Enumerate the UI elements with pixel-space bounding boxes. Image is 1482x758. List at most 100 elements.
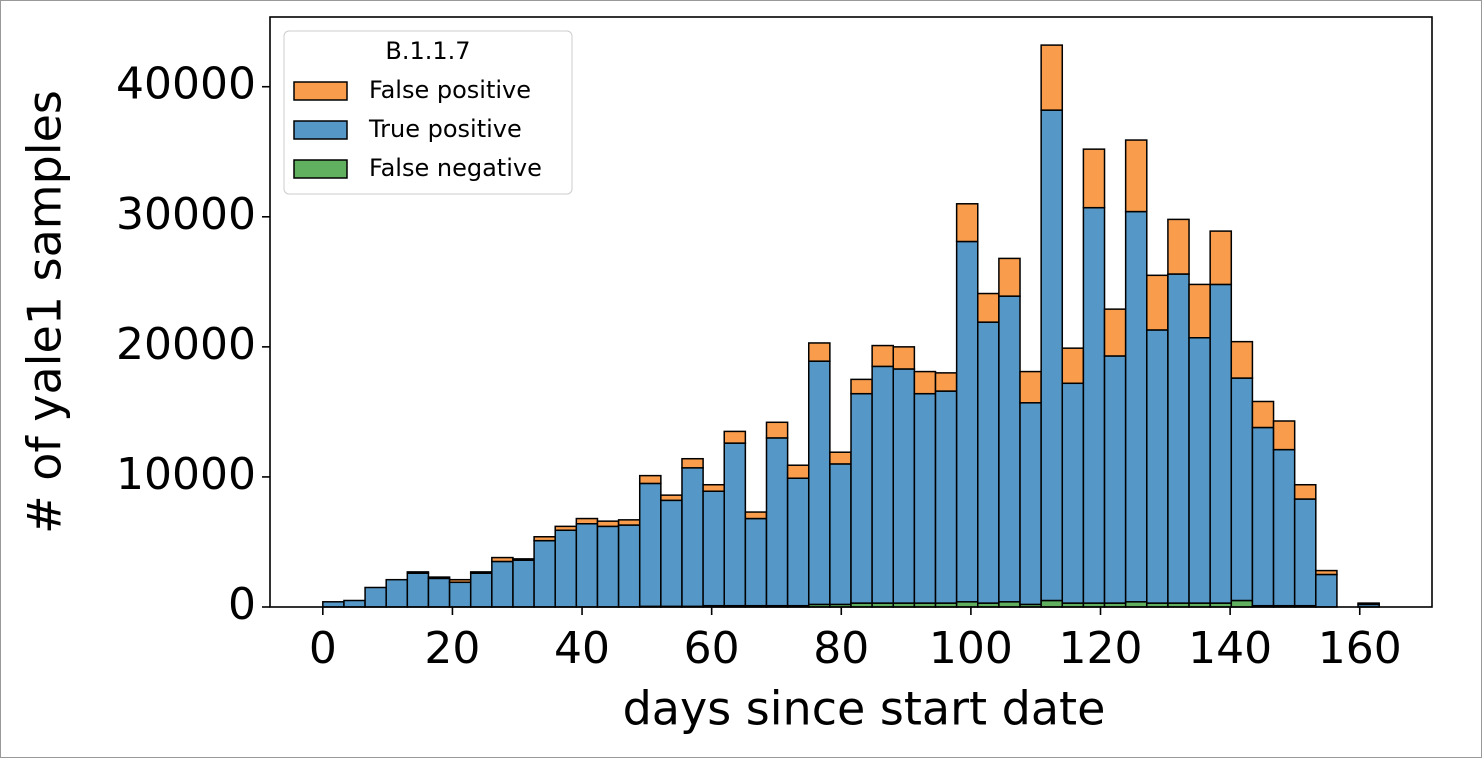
- bar-segment: [427, 577, 451, 608]
- bar-segment: [385, 578, 409, 608]
- bar-segment: [702, 483, 725, 492]
- bar-segment: [871, 365, 895, 604]
- bar-segment: [702, 490, 725, 607]
- bar-segment: [638, 482, 662, 608]
- legend: B.1.1.7 False positive True positive False…: [283, 30, 573, 195]
- bar-segment: [554, 525, 578, 532]
- bar-segment: [998, 257, 1021, 297]
- bar-segment: [723, 442, 747, 607]
- bar-segment: [744, 517, 768, 607]
- bar-segment: [829, 463, 852, 606]
- legend-title: B.1.1.7: [385, 37, 470, 65]
- x-tick-label: 160: [1318, 623, 1402, 674]
- bar-segment: [1082, 206, 1106, 604]
- legend-label: True positive: [368, 115, 522, 143]
- bar-segment: [1124, 139, 1148, 213]
- bar-segment: [596, 520, 620, 528]
- bar-segment: [1209, 230, 1233, 286]
- bar-segment: [617, 519, 641, 526]
- bar-segment: [1124, 210, 1148, 603]
- legend-label: False positive: [369, 76, 531, 104]
- bar-segment: [533, 539, 556, 608]
- x-tick-label: 40: [554, 623, 610, 674]
- bar-segment: [427, 576, 451, 580]
- bar-segment: [638, 474, 662, 485]
- bar-segment: [1019, 402, 1042, 606]
- bar-segment: [1103, 355, 1127, 604]
- bar-segment: [765, 437, 789, 607]
- bar-segment: [1146, 329, 1169, 604]
- legend-swatch: [293, 81, 348, 101]
- bar-segment: [1146, 274, 1169, 331]
- bar-segment: [1272, 448, 1296, 607]
- bar-segment: [955, 203, 979, 243]
- bar-segment: [1082, 148, 1106, 209]
- bar-segment: [1188, 283, 1211, 339]
- bar-segment: [934, 390, 958, 604]
- bar-segment: [1167, 218, 1190, 275]
- bar-segment: [596, 525, 620, 608]
- bar-segment: [934, 372, 958, 392]
- bar-segment: [1040, 599, 1064, 608]
- bar-segment: [1315, 569, 1338, 576]
- bar-segment: [1357, 602, 1380, 606]
- bar-segment: [1293, 498, 1317, 607]
- bar-segment: [998, 295, 1021, 603]
- bar-segment: [1040, 44, 1064, 111]
- bar-segment: [1251, 400, 1275, 429]
- bar-segment: [533, 536, 556, 542]
- x-tick-label: 100: [929, 623, 1013, 674]
- legend-swatch: [293, 120, 348, 140]
- bar-segment: [871, 344, 895, 368]
- plot-area: [322, 44, 1380, 608]
- bar-segment: [491, 556, 514, 563]
- bar-segment: [660, 499, 683, 608]
- bar-segment: [1061, 347, 1085, 385]
- bar-segment: [1251, 426, 1275, 607]
- bar-segment: [448, 578, 472, 584]
- y-tick-label: 20000: [116, 319, 256, 370]
- bar-segment: [512, 559, 535, 608]
- bar-segment: [1167, 273, 1190, 604]
- bar-segment: [1103, 308, 1127, 357]
- legend-swatch: [293, 159, 348, 179]
- bar-segment: [1315, 573, 1338, 608]
- bar-segment: [786, 477, 810, 607]
- axes-frame: [269, 16, 1433, 608]
- x-axis-label: days since start date: [623, 682, 1106, 736]
- bar-segment: [913, 370, 937, 395]
- bar-segment: [977, 321, 1000, 604]
- legend-label: False negative: [369, 154, 542, 182]
- x-tick-label: 80: [813, 623, 869, 674]
- bar-segment: [829, 451, 852, 465]
- bar-segment: [364, 586, 387, 608]
- bar-segment: [575, 517, 599, 525]
- bar-segment: [448, 581, 472, 608]
- x-tick-label: 60: [684, 623, 740, 674]
- bar-segment: [1061, 382, 1085, 604]
- bar-segment: [681, 467, 704, 608]
- legend-box: [283, 30, 573, 195]
- bar-segment: [892, 346, 916, 370]
- bar-segment: [469, 572, 493, 608]
- y-axis-label: # of yale1 samples: [18, 90, 72, 534]
- bar-segment: [1188, 337, 1211, 604]
- bar-segment: [491, 560, 514, 608]
- bar-segment: [1230, 377, 1254, 602]
- bar-segment: [807, 360, 831, 606]
- bar-segment: [723, 430, 747, 444]
- bar-segment: [850, 392, 873, 604]
- bar-segment: [617, 524, 641, 608]
- bar-segment: [406, 571, 430, 574]
- bar-segment: [744, 511, 768, 520]
- bar-segment: [786, 464, 810, 479]
- bar-segment: [1209, 283, 1233, 604]
- y-tick-label: 0: [228, 579, 256, 630]
- y-tick-label: 40000: [116, 59, 256, 110]
- bar-segment: [1272, 420, 1296, 451]
- bar-segment: [406, 572, 430, 608]
- bar-segment: [1293, 483, 1317, 500]
- bar-segment: [469, 571, 493, 574]
- x-tick-label: 140: [1188, 623, 1272, 674]
